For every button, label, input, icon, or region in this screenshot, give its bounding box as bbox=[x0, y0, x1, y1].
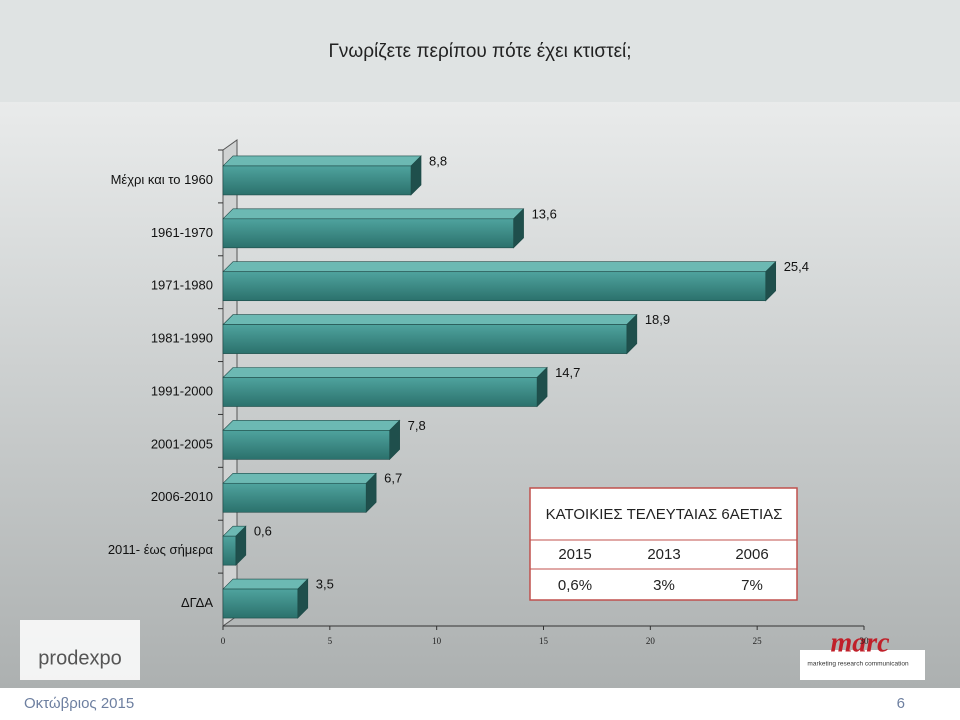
x-tick-label: 20 bbox=[646, 636, 656, 646]
value-label: 3,5 bbox=[316, 576, 334, 591]
y-tick-label: 2001-2005 bbox=[151, 436, 213, 451]
bar-top bbox=[222, 367, 548, 378]
logo-prodexpo: prodexpo bbox=[38, 647, 121, 669]
logo-box bbox=[800, 650, 925, 680]
inset-table: ΚΑΤΟΙΚΙΕΣ ΤΕΛΕΥΤΑΙΑΣ 6ΑΕΤΙΑΣ 2015 2013 200… bbox=[529, 487, 798, 601]
logo-marc: marc bbox=[830, 627, 890, 658]
y-tick-label: 1991-2000 bbox=[151, 383, 213, 398]
logo-box bbox=[20, 620, 140, 680]
bar-top bbox=[222, 578, 309, 590]
bar bbox=[222, 218, 514, 249]
bar-top bbox=[222, 208, 525, 220]
bar bbox=[222, 165, 412, 196]
bar-top bbox=[222, 155, 422, 167]
footer-date: Οκτώβριος 2015 bbox=[24, 695, 134, 712]
value-label: 0,6 bbox=[254, 524, 272, 539]
value-label: 13,6 bbox=[532, 206, 557, 221]
x-tick-label: 15 bbox=[539, 636, 549, 646]
bar-top bbox=[222, 420, 401, 431]
table-header: 2006 bbox=[735, 546, 768, 563]
x-tick-label: 25 bbox=[753, 636, 763, 646]
bar-top bbox=[222, 472, 377, 484]
bar bbox=[222, 482, 367, 513]
value-label: 25,4 bbox=[784, 259, 809, 274]
value-label: 18,9 bbox=[645, 312, 670, 327]
page-number: 6 bbox=[897, 695, 905, 712]
title-band bbox=[0, 0, 960, 102]
bar-top bbox=[222, 314, 638, 325]
y-tick-label: 2006-2010 bbox=[151, 489, 213, 504]
y-tick-label: 1961-1970 bbox=[151, 225, 213, 240]
value-label: 14,7 bbox=[555, 365, 580, 380]
x-tick-label: 10 bbox=[432, 636, 442, 646]
y-tick-label: 1981-1990 bbox=[151, 331, 213, 346]
table-header: 2013 bbox=[647, 546, 680, 563]
value-label: 7,8 bbox=[408, 418, 426, 433]
bar bbox=[222, 271, 767, 302]
x-tick-label: 0 bbox=[221, 636, 226, 646]
table-header: 2015 bbox=[558, 546, 591, 563]
bar bbox=[222, 377, 538, 407]
slide-title: Γνωρίζετε περίπου πότε έχει κτιστεί; bbox=[328, 41, 631, 62]
table-cell: 7% bbox=[741, 577, 763, 594]
y-tick-label: Μέχρι και το 1960 bbox=[111, 172, 213, 187]
value-label: 8,8 bbox=[429, 153, 447, 168]
bar bbox=[222, 588, 299, 619]
value-label: 6,7 bbox=[384, 471, 402, 486]
bar bbox=[222, 324, 628, 354]
table-frame bbox=[529, 487, 798, 601]
bar bbox=[222, 535, 237, 566]
x-tick-label: 30 bbox=[860, 636, 870, 646]
y-tick-label: 1971-1980 bbox=[151, 278, 213, 293]
x-tick-label: 5 bbox=[328, 636, 333, 646]
table-cell: 3% bbox=[653, 577, 675, 594]
table-title: ΚΑΤΟΙΚΙΕΣ ΤΕΛΕΥΤΑΙΑΣ 6ΑΕΤΙΑΣ bbox=[546, 506, 783, 523]
table-cell: 0,6% bbox=[558, 577, 592, 594]
y-tick-label: 2011- έως σήμερα bbox=[108, 542, 214, 557]
y-tick-label: ΔΓΔΑ bbox=[181, 595, 213, 610]
bar bbox=[222, 430, 390, 460]
footer-band bbox=[0, 688, 960, 720]
bar-top bbox=[222, 261, 777, 273]
logo-tagline: marketing research communication bbox=[807, 661, 909, 668]
